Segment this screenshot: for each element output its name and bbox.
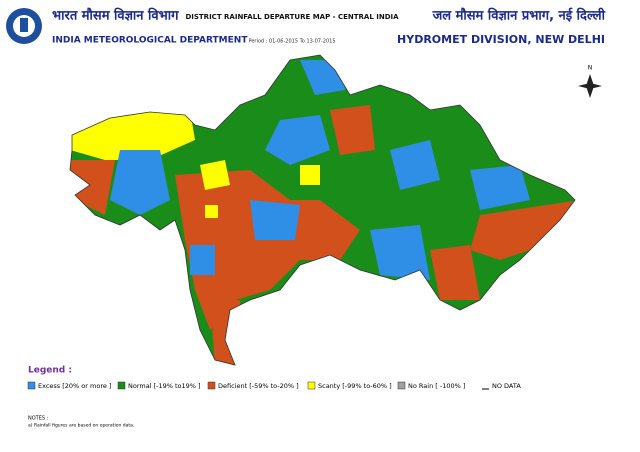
notes: a) Rainfall figures are based on operati… (28, 423, 134, 429)
legend-swatch (117, 381, 126, 390)
legend: Excess [20% or more ] Normal [-19% to19% … (27, 381, 521, 390)
north-label: N (588, 65, 593, 72)
hindi-left: भारत मौसम विज्ञान विभाग (52, 8, 179, 24)
hindi-right: जल मौसम विज्ञान प्रभाग, नई दिल्ली (432, 8, 606, 24)
legend-label: No Rain [ -100% ] (408, 382, 465, 390)
legend-title: Legend : (28, 366, 72, 376)
legend-label: Scanty [-99% to-60% ] (318, 382, 392, 390)
legend-label: NO DATA (492, 382, 521, 390)
title: DISTRICT RAINFALL DEPARTURE MAP - CENTRA… (185, 13, 399, 21)
logo (6, 8, 42, 44)
legend-label: Excess [20% or more ] (38, 382, 111, 390)
note-line: a) Rainfall figures are based on operati… (28, 423, 134, 429)
map-outline (69, 54, 576, 366)
org: INDIA METEOROLOGICAL DEPARTMENT (52, 36, 248, 46)
legend-swatch (27, 381, 36, 390)
legend-swatch (397, 381, 406, 390)
legend-swatch (307, 381, 316, 390)
legend-label: Deficient [-59% to-20% ] (218, 382, 299, 390)
notes-title: NOTES : (28, 416, 49, 422)
legend-swatch (482, 382, 489, 389)
north-arrow: N (578, 65, 602, 98)
legend-swatch (207, 381, 216, 390)
period: Period : 01-06-2015 To 13-07-2015 (248, 39, 335, 45)
division: HYDROMET DIVISION, NEW DELHI (397, 33, 605, 46)
legend-label: Normal [-19% to19% ] (128, 382, 201, 390)
